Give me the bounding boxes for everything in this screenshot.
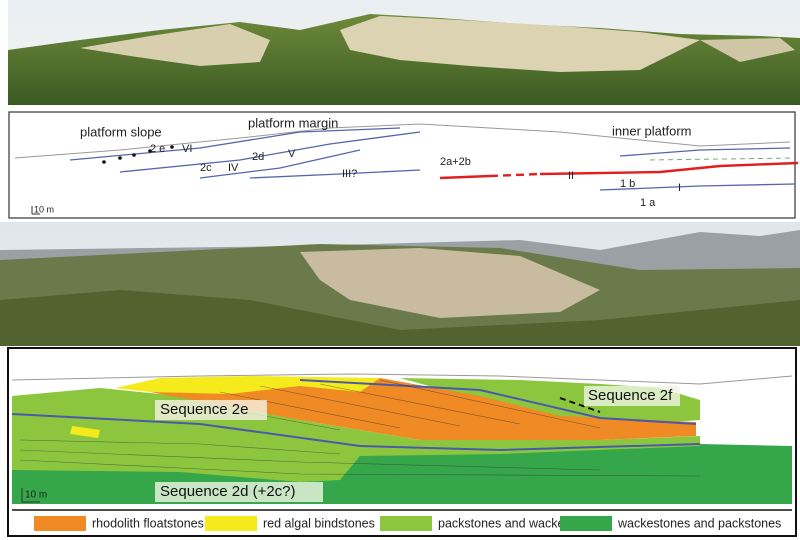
facies-area bbox=[70, 426, 100, 438]
unit-label: II bbox=[568, 170, 574, 182]
line-drawing: platform slope platform margin inner pla… bbox=[8, 111, 799, 219]
zone-label: inner platform bbox=[612, 123, 691, 138]
legend-swatch bbox=[34, 516, 86, 531]
unit-label: 2d bbox=[252, 151, 264, 163]
zone-label: platform margin bbox=[248, 115, 338, 130]
sequence-label: Sequence 2e bbox=[160, 401, 248, 418]
legend-swatch bbox=[560, 516, 612, 531]
sequence-label: Sequence 2d (+2c?) bbox=[160, 483, 296, 500]
unit-label: 1 a bbox=[640, 197, 656, 209]
zone-label: platform slope bbox=[80, 124, 162, 139]
unit-label: III? bbox=[342, 168, 357, 180]
scale-label: 10 m bbox=[25, 490, 47, 501]
unit-label: 2 e bbox=[150, 143, 165, 155]
legend-swatch bbox=[205, 516, 257, 531]
photo-bottom bbox=[0, 222, 800, 346]
legend-swatch bbox=[380, 516, 432, 531]
unit-label: I bbox=[678, 182, 681, 194]
facies-map: Sequence 2e Sequence 2f Sequence 2d (+2c… bbox=[7, 347, 797, 537]
unit-label: 2a+2b bbox=[440, 156, 471, 168]
sequence-label: Sequence 2f bbox=[588, 387, 673, 404]
facies-area bbox=[150, 378, 696, 440]
legend-label: wackestones and packstones bbox=[617, 516, 781, 530]
unit-label: IV bbox=[228, 162, 239, 174]
legend: rhodolith floatstones red algal bindstone… bbox=[34, 516, 781, 531]
unit-label: V bbox=[288, 148, 296, 160]
photo-top bbox=[8, 0, 800, 105]
unit-label: VI bbox=[182, 143, 192, 155]
legend-label: rhodolith floatstones bbox=[92, 516, 204, 530]
legend-label: red algal bindstones bbox=[263, 516, 375, 530]
unit-label: 1 b bbox=[620, 178, 635, 190]
scale-label: 10 m bbox=[34, 204, 54, 214]
unit-label: 2c bbox=[200, 162, 212, 174]
